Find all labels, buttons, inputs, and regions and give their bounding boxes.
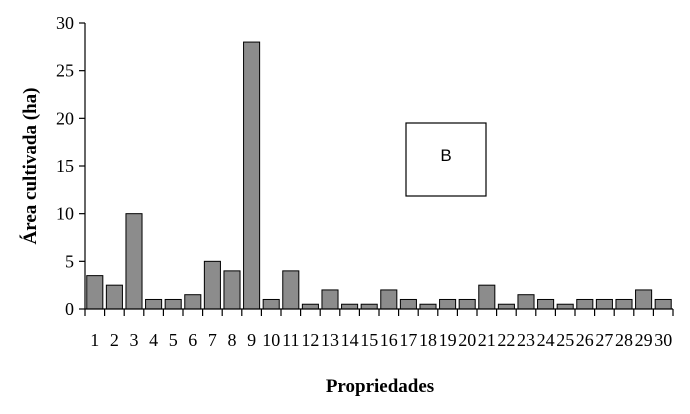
bar-15 [360, 303, 378, 310]
x-tick-label-11: 11 [282, 330, 299, 350]
y-tick-label-20: 20 [56, 108, 74, 128]
x-tick-label-3: 3 [130, 330, 139, 350]
x-tick-label-26: 26 [576, 330, 594, 350]
x-tick-label-19: 19 [439, 330, 457, 350]
x-tick-label-9: 9 [247, 330, 256, 350]
x-tick-label-14: 14 [341, 330, 359, 350]
bar-8 [223, 270, 241, 310]
bar-2 [105, 284, 123, 310]
x-tick-label-5: 5 [169, 330, 178, 350]
x-tick-label-17: 17 [399, 330, 417, 350]
x-axis [84, 308, 674, 316]
bar-19 [439, 298, 457, 310]
x-tick-label-24: 24 [537, 330, 555, 350]
bar-6 [184, 294, 202, 310]
bar-24 [537, 298, 555, 310]
x-tick-label-29: 29 [635, 330, 653, 350]
bars [86, 41, 672, 310]
y-axis-title: Área cultivada (ha) [19, 88, 41, 245]
x-tick-label-8: 8 [228, 330, 237, 350]
x-axis-title: Propriedades [326, 376, 434, 397]
bar-14 [341, 303, 359, 310]
x-tick-label-7: 7 [208, 330, 217, 350]
x-tick-label-6: 6 [188, 330, 197, 350]
x-tick-label-2: 2 [110, 330, 119, 350]
x-tick-label-20: 20 [458, 330, 476, 350]
x-tick-label-25: 25 [556, 330, 574, 350]
x-tick-label-10: 10 [262, 330, 280, 350]
y-tick-label-15: 15 [56, 156, 74, 176]
bar-21 [478, 284, 496, 310]
x-tick-label-28: 28 [615, 330, 633, 350]
x-tick-label-13: 13 [321, 330, 339, 350]
bar-11 [282, 270, 300, 310]
bar-18 [419, 303, 437, 310]
bar-17 [399, 298, 417, 310]
bar-4 [145, 298, 163, 310]
bar-13 [321, 289, 339, 310]
bar-3 [125, 213, 143, 310]
x-tick-label-1: 1 [90, 330, 99, 350]
x-tick-label-30: 30 [654, 330, 672, 350]
bar-5 [164, 298, 182, 310]
x-tick-label-4: 4 [149, 330, 158, 350]
bar-26 [576, 298, 594, 310]
bar-1 [86, 275, 104, 310]
bar-22 [497, 303, 515, 310]
annotation-box: B [405, 122, 487, 197]
annotation-box-frame [405, 122, 487, 197]
x-tick-label-27: 27 [595, 330, 613, 350]
x-tick-label-23: 23 [517, 330, 535, 350]
bar-20 [458, 298, 476, 310]
y-axis [79, 22, 86, 310]
y-tick-label-10: 10 [56, 204, 74, 224]
bar-12 [301, 303, 319, 310]
y-tick-label-0: 0 [65, 299, 74, 319]
annotation-label: B [440, 146, 451, 165]
bar-27 [595, 298, 613, 310]
bar-28 [615, 298, 633, 310]
bar-7 [203, 260, 221, 310]
bar-25 [556, 303, 574, 310]
x-tick-label-22: 22 [497, 330, 515, 350]
x-tick-label-16: 16 [380, 330, 398, 350]
x-tick-label-21: 21 [478, 330, 496, 350]
y-tick-labels: 0 5 10 15 20 25 30 [56, 13, 74, 319]
x-tick-label-15: 15 [360, 330, 378, 350]
bar-30 [654, 298, 672, 310]
bar-9 [243, 41, 261, 310]
y-tick-label-25: 25 [56, 61, 74, 81]
bar-23 [517, 294, 535, 310]
x-tick-label-12: 12 [301, 330, 319, 350]
bar-10 [262, 298, 280, 310]
x-tick-label-18: 18 [419, 330, 437, 350]
x-tick-labels: 1 2 3 4 5 6 7 8 9 10 11 12 13 14 15 16 17 18 19 20 21 22 23 24 2… [90, 330, 672, 350]
bar-16 [380, 289, 398, 310]
y-tick-label-5: 5 [65, 251, 74, 271]
y-tick-label-30: 30 [56, 13, 74, 33]
bar-29 [635, 289, 653, 310]
